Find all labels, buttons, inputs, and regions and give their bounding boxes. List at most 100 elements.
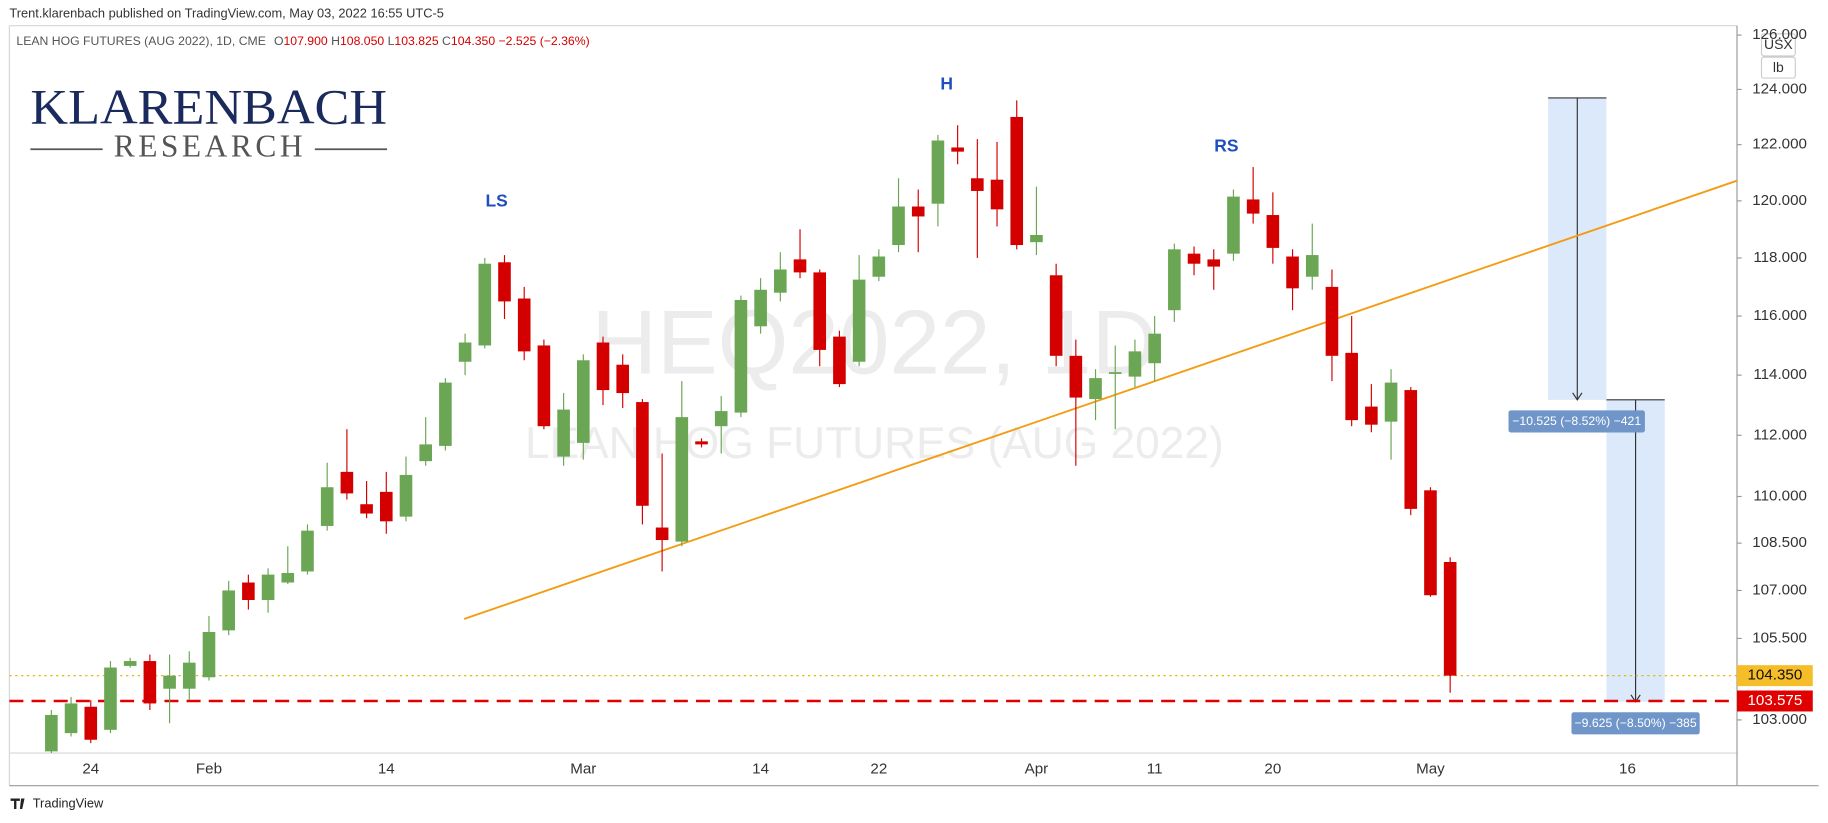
trend-line [463,179,1738,620]
candle-body [1010,116,1024,246]
candle-body [1227,196,1240,254]
measure-label: −9.625 (−8.50%) −385 [1575,716,1697,730]
legend-key: H [331,34,340,48]
legend-key: O [274,34,284,48]
logo-tagline: RESEARCH [114,128,306,163]
candle-body [675,417,689,542]
candle-body [1305,255,1319,277]
candle-body [714,411,728,427]
candle-body [1128,351,1142,377]
y-tick-label: 120.000 [1752,192,1807,209]
y-tick-label: 107.000 [1752,581,1807,598]
attribution: Trent.klarenbach published on TradingVie… [9,5,443,20]
legend-key: C [442,34,451,48]
watermark-description: LEAN HOG FUTURES (AUG 2022) [525,419,1224,468]
candle-body [301,530,314,572]
candle-body [1148,333,1161,364]
candle-body [379,491,393,522]
y-tick-label: 114.000 [1753,366,1807,383]
candle-body [951,147,964,152]
candle-body [1404,390,1418,509]
candle-body [202,631,216,678]
unit-box[interactable] [1760,33,1796,57]
candle-body [990,179,1004,210]
candle-body [971,178,984,191]
candle-body [557,409,570,457]
pattern-label: RS [1214,136,1238,156]
candle-body [774,269,787,293]
pattern-label: H [940,74,953,94]
candle-body [892,206,905,246]
x-tick-label: Mar [570,760,596,777]
candle-body [1443,561,1457,676]
footer-brand: TradingView [33,796,104,811]
candle-body [636,402,649,506]
candle-body [478,263,492,346]
candle-body [754,289,767,327]
y-tick-label: 105.500 [1752,629,1807,646]
x-tick-label: 14 [752,760,769,777]
candle-body [911,206,925,217]
y-tick-label: 122.000 [1752,136,1807,153]
x-tick-label: 14 [378,760,395,777]
legend-change: −2.525 (−2.36%) [499,34,590,48]
candle-body [872,256,886,277]
candle-body [1345,352,1358,421]
candle-body [1069,355,1083,398]
candle-body [45,714,58,752]
candle-body [833,336,846,385]
candle-body [64,703,78,734]
candle-body [123,661,137,666]
y-tick-label: 118.000 [1753,249,1807,266]
x-tick-label: 22 [870,760,887,777]
x-tick-label: May [1416,760,1445,777]
candle-body [143,661,157,704]
candle-body [163,675,176,689]
price-label-box [1737,690,1813,712]
candle-body [399,474,413,517]
candle-body [793,259,807,273]
candle-body [439,382,452,446]
pattern-label: LS [486,190,508,210]
candle-body [458,342,472,362]
candle-body [931,140,945,204]
price-label: 104.350 [1748,667,1803,684]
candle-body [242,582,255,600]
candle-body [1325,286,1339,356]
price-label: 103.575 [1748,692,1803,709]
candle-body [1286,256,1299,289]
y-tick-label: 124.000 [1752,80,1807,97]
price-label-box [1737,665,1813,687]
candle-body [1030,234,1043,243]
legend-key: L [388,34,395,48]
candle-body [1365,406,1378,425]
measure-label: −10.525 (−8.52%) −421 [1512,414,1641,428]
x-tick-label: 16 [1619,760,1636,777]
candle-body [734,299,748,413]
candle-body [84,706,98,740]
legend-value: 107.900 [283,34,327,48]
candle-body [261,574,275,600]
x-tick-label: 11 [1147,760,1163,777]
candle-body [1207,259,1221,267]
candle-body [616,364,630,394]
marks [9,100,1738,754]
logo-name: KLARENBACH [30,78,387,134]
legend-title: LEAN HOG FUTURES (AUG 2022), 1D, CME [16,34,266,48]
candle-body [1246,199,1260,214]
candle-body [695,441,708,445]
candle-body [222,590,235,631]
candle-body [1089,378,1102,400]
watermark-symbol: HEQ2022, 1D [591,293,1157,394]
candle-body [1108,372,1122,374]
candle-body [104,667,117,730]
y-tick-label: 112.000 [1753,426,1807,443]
candle-body [1049,275,1063,356]
measure-label-box [1571,712,1700,735]
measure-label-box [1508,410,1645,433]
unit-box[interactable] [1760,56,1796,79]
candle-body [340,471,354,494]
candle-body [1266,215,1280,248]
